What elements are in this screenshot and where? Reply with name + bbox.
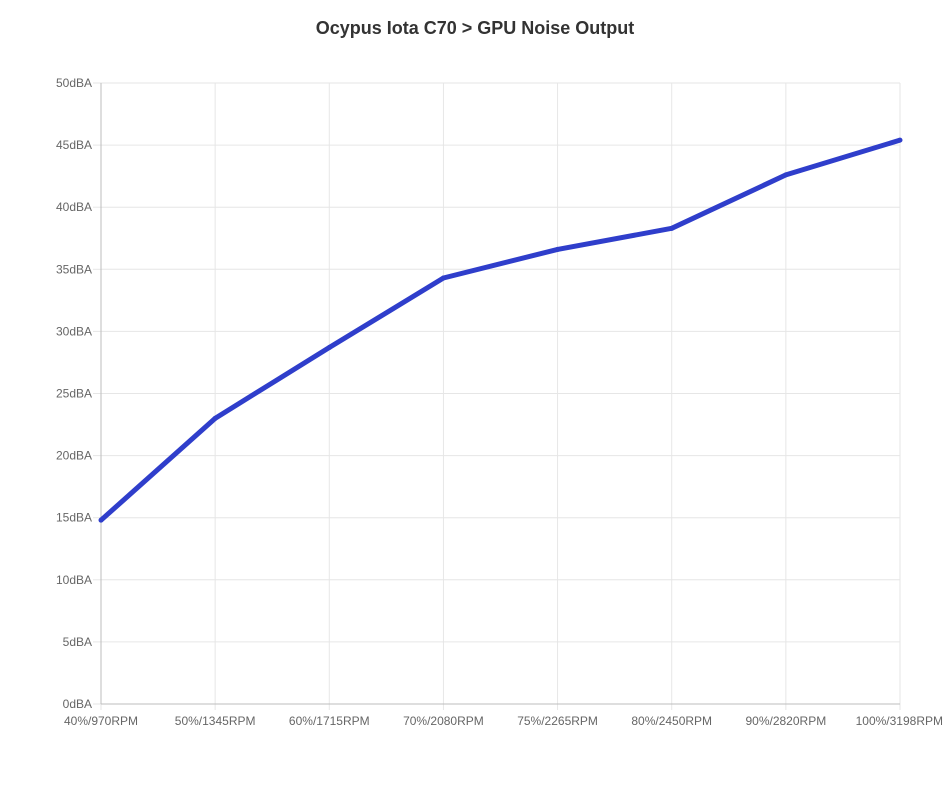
y-axis-ticks: 0dBA 5dBA 10dBA 15dBA 20dBA 25dBA 30dBA 35dBA 40…	[56, 76, 92, 711]
y-tick-label: 0dBA	[63, 697, 92, 711]
x-tick-label: 70%/2080RPM	[403, 714, 484, 728]
x-tick-label: 80%/2450RPM	[631, 714, 712, 728]
data-point	[98, 517, 104, 523]
y-tick-label: 15dBA	[56, 511, 92, 525]
x-tick-label: 60%/1715RPM	[289, 714, 370, 728]
y-tick-label: 35dBA	[56, 262, 92, 276]
chart-title: Ocypus Iota C70 > GPU Noise Output	[315, 18, 635, 38]
y-tick-label: 10dBA	[56, 573, 92, 587]
x-axis-ticks: 40%/970RPM 50%/1345RPM 60%/1715RPM 70%/2080…	[64, 714, 943, 728]
y-tick-label: 25dBA	[56, 387, 92, 401]
x-tick-label: 90%/2820RPM	[745, 714, 826, 728]
y-tick-label: 45dBA	[56, 138, 92, 152]
data-point	[326, 345, 332, 351]
data-point	[897, 137, 903, 143]
x-tick-label: 50%/1345RPM	[175, 714, 256, 728]
y-tick-label: 5dBA	[63, 635, 92, 649]
data-point	[212, 415, 218, 421]
data-point	[555, 246, 561, 252]
x-tick-label: 40%/970RPM	[64, 714, 138, 728]
y-tick-label: 30dBA	[56, 324, 92, 338]
series-line	[99, 137, 901, 523]
data-point	[440, 275, 446, 281]
x-tick-label: 100%/3198RPM	[856, 714, 943, 728]
data-point	[783, 172, 789, 178]
y-tick-label: 20dBA	[56, 449, 92, 463]
y-tick-label: 40dBA	[56, 200, 92, 214]
data-point	[669, 225, 675, 231]
y-tick-label: 50dBA	[56, 76, 92, 90]
x-tick-label: 75%/2265RPM	[517, 714, 598, 728]
grid-lines	[93, 82, 901, 710]
series-lines	[98, 137, 903, 523]
axes	[100, 83, 900, 705]
